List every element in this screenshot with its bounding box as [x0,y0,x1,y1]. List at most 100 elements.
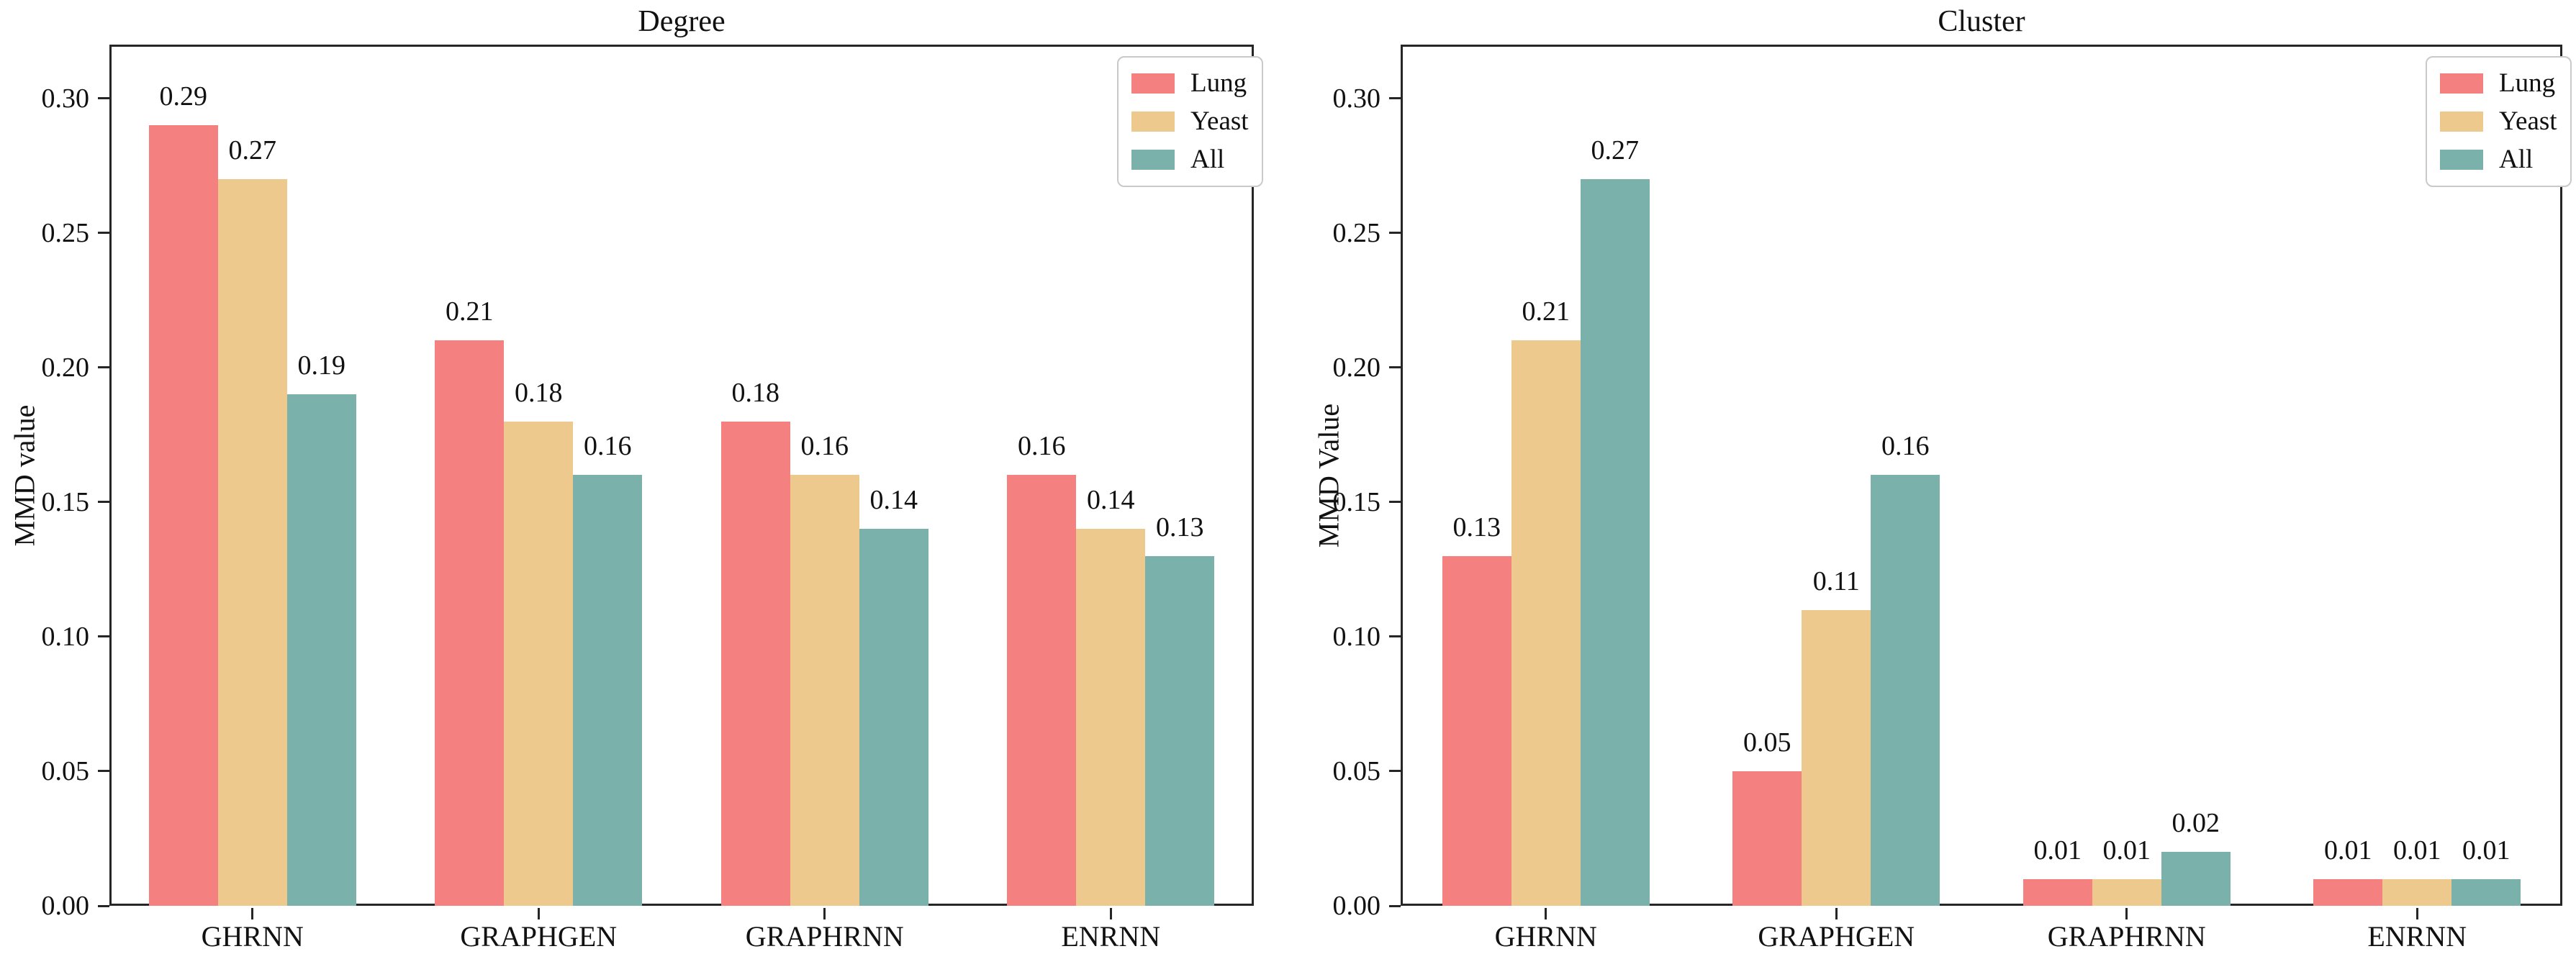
bar-value-label: 0.01 [2393,835,2441,866]
y-axis-label: MMD Value [1312,403,1345,548]
legend-label: Lung [1190,68,1247,98]
plot-area [1401,45,2562,906]
y-tick-label: 0.25 [41,217,90,248]
bar-value-label: 0.18 [515,378,563,408]
bar-lung-enrnn [2313,879,2383,906]
x-tick-mark [2125,908,2128,919]
bar-lung-graphgen [435,340,505,906]
bar-value-label: 0.21 [1522,296,1571,327]
y-tick-mark [98,501,109,504]
bar-value-label: 0.01 [2324,835,2372,866]
x-tick-label-graphgen: GRAPHGEN [1758,920,1915,953]
legend-label: All [2499,145,2534,174]
bar-value-label: 0.13 [1156,512,1204,542]
bar-value-label: 0.01 [2462,835,2511,866]
x-tick-label-ghrnn: GHRNN [201,920,304,953]
y-tick-mark [98,232,109,235]
x-tick-label-graphgen: GRAPHGEN [460,920,618,953]
bar-lung-ghrnn [148,125,218,906]
bar-value-label: 0.21 [446,296,494,327]
bar-value-label: 0.16 [800,431,849,461]
bar-yeast-graphgen [1802,610,1871,906]
legend-swatch-all [2440,150,2483,170]
y-axis-label: MMD value [8,404,41,546]
y-tick-mark [1389,770,1401,773]
x-tick-mark [251,908,254,919]
y-tick-label: 0.10 [1332,621,1381,652]
y-tick-mark [1389,232,1401,235]
bar-lung-ghrnn [1442,556,1511,906]
legend-swatch-yeast [1131,112,1175,132]
bar-value-label: 0.14 [1087,485,1135,515]
degree-chart-panel: Degree MMD value 0.00 0.05 0.10 0.15 0.20 0.2… [8,5,1263,953]
x-tick-label-enrnn: ENRNN [2367,920,2467,953]
bar-all-enrnn [2451,879,2521,906]
bar-all-enrnn [1145,556,1215,906]
bar-value-label: 0.16 [1881,431,1930,461]
legend-swatch-lung [1131,73,1175,94]
y-tick-label: 0.30 [1332,83,1381,114]
y-tick-mark [1389,366,1401,369]
y-tick-label: 0.20 [41,352,90,383]
legend-label: Lung [2499,68,2556,98]
y-tick-label: 0.00 [41,891,90,921]
legend-item-all: All [1131,145,1249,174]
x-tick-mark [1835,908,1838,919]
y-tick-label: 0.05 [1332,755,1381,786]
bar-all-ghrnn [1580,179,1650,906]
bar-value-label: 0.01 [2102,835,2151,866]
bar-yeast-ghrnn [217,179,287,906]
bar-lung-enrnn [1007,475,1077,906]
bar-all-graphrnn [859,529,928,906]
bar-value-label: 0.27 [1591,135,1640,165]
x-tick-label-graphrnn: GRAPHRNN [745,920,904,953]
legend-item-lung: Lung [1131,69,1249,98]
y-tick-mark [98,770,109,773]
legend: Lung Yeast All [2426,56,2572,187]
plot-area [109,45,1254,906]
bar-lung-graphrnn [720,422,790,906]
y-tick-label: 0.00 [1332,891,1381,921]
y-tick-mark [1389,97,1401,100]
y-tick-mark [98,635,109,638]
bar-value-label: 0.27 [228,135,277,165]
bar-lung-graphgen [1732,771,1802,906]
y-tick-label: 0.15 [1332,486,1381,517]
cluster-chart-panel: Cluster MMD Value 0.00 0.05 0.10 0.15 0.20 0.… [1288,0,2576,954]
x-tick-label-graphrnn: GRAPHRNN [2047,920,2206,953]
bar-value-label: 0.14 [869,485,918,515]
legend-item-lung: Lung [2440,69,2557,98]
legend-item-yeast: Yeast [1131,107,1249,136]
y-tick-mark [98,97,109,100]
y-tick-label: 0.10 [41,621,90,652]
bar-value-label: 0.16 [584,431,632,461]
bar-value-label: 0.11 [1812,566,1860,596]
x-tick-label-ghrnn: GHRNN [1494,920,1597,953]
x-tick-mark [823,908,826,919]
legend-swatch-lung [2440,73,2483,94]
y-tick-label: 0.25 [1332,217,1381,248]
bar-yeast-enrnn [1076,529,1146,906]
bar-value-label: 0.19 [297,350,346,381]
bar-all-graphgen [1871,475,1940,906]
bar-yeast-graphrnn [790,475,859,906]
y-tick-mark [1389,904,1401,907]
x-tick-mark [1545,908,1547,919]
bar-value-label: 0.29 [159,81,208,112]
bar-all-graphrnn [2161,852,2231,906]
chart-title: Degree [638,5,726,38]
x-tick-mark [537,908,540,919]
chart-title: Cluster [1938,5,2025,38]
legend-item-all: All [2440,145,2557,174]
x-tick-mark [1109,908,1112,919]
y-tick-mark [1389,635,1401,638]
bar-value-label: 0.01 [2033,835,2082,866]
legend-swatch-yeast [2440,112,2483,132]
bar-value-label: 0.02 [2171,808,2220,838]
y-tick-mark [98,366,109,369]
x-tick-label-enrnn: ENRNN [1061,920,1161,953]
x-tick-mark [2415,908,2418,919]
bar-yeast-graphrnn [2092,879,2161,906]
legend-swatch-all [1131,150,1175,170]
